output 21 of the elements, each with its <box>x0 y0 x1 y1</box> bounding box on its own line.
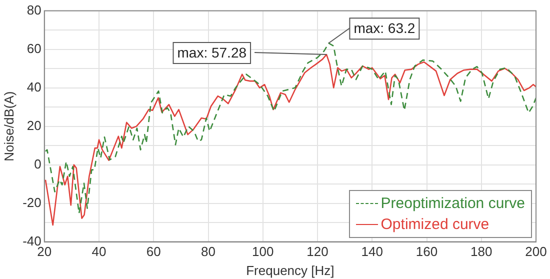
x-tick-label: 140 <box>361 244 383 260</box>
x-tick-label: 200 <box>525 244 547 260</box>
y-tick-label: 80 <box>26 2 42 18</box>
y-tick-label: 0 <box>34 156 42 172</box>
x-tick-label: 160 <box>416 244 438 260</box>
x-tick-label: 60 <box>146 244 161 260</box>
x-axis-title: Frequency [Hz] <box>246 262 334 278</box>
y-tick-label: 20 <box>26 118 42 133</box>
y-axis-title: Noise/dB(A) <box>1 91 16 162</box>
x-tick-label: 100 <box>252 244 274 260</box>
x-tick-label: 120 <box>306 244 328 260</box>
y-tick-label: 60 <box>26 40 42 56</box>
x-tick-label: 180 <box>470 244 492 260</box>
y-tick-label: -20 <box>22 194 42 210</box>
x-tick-label: 40 <box>92 244 106 260</box>
x-tick-label: 80 <box>201 244 216 260</box>
y-tick-label: 40 <box>26 79 42 94</box>
legend-label: Preoptimization curve <box>380 194 525 214</box>
annotation: max: 63.2 <box>354 20 416 36</box>
annotation: max: 57.28 <box>177 44 247 60</box>
legend-label: Optimized curve <box>380 214 490 235</box>
